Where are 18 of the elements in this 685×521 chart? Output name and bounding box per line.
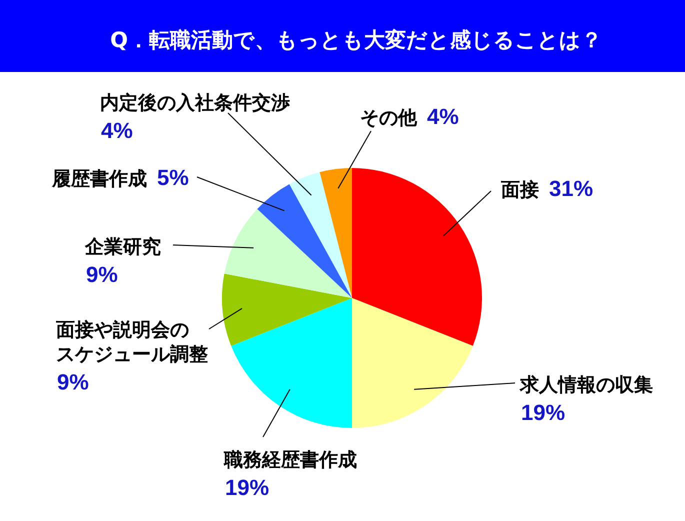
slice-label: その他 — [360, 107, 418, 129]
data-label: 4% — [427, 104, 459, 129]
data-label: 9% — [86, 262, 118, 287]
data-label: 31% — [549, 176, 594, 201]
slice-label: 内定後の入社条件交渉 — [100, 92, 290, 114]
data-label: 19% — [225, 475, 270, 500]
slice-label: 企業研究 — [84, 236, 161, 258]
slice-label: 面接や説明会のスケジュール調整 — [55, 319, 208, 366]
data-label: 19% — [521, 400, 566, 425]
chart-title: Q．転職活動で、もっとも大変だと感じることは？ — [110, 28, 602, 52]
data-label: 4% — [101, 118, 133, 143]
slice-label: 求人情報の収集 — [519, 374, 653, 396]
slice-label: 面接 — [500, 179, 539, 201]
title: Q．転職活動で、もっとも大変だと感じることは？ — [0, 0, 685, 72]
data-label: 9% — [57, 370, 89, 394]
slice-label: 職務経歴書作成 — [223, 449, 357, 471]
slice-label: 履歴書作成 — [51, 168, 147, 190]
data-label: 5% — [157, 165, 189, 190]
